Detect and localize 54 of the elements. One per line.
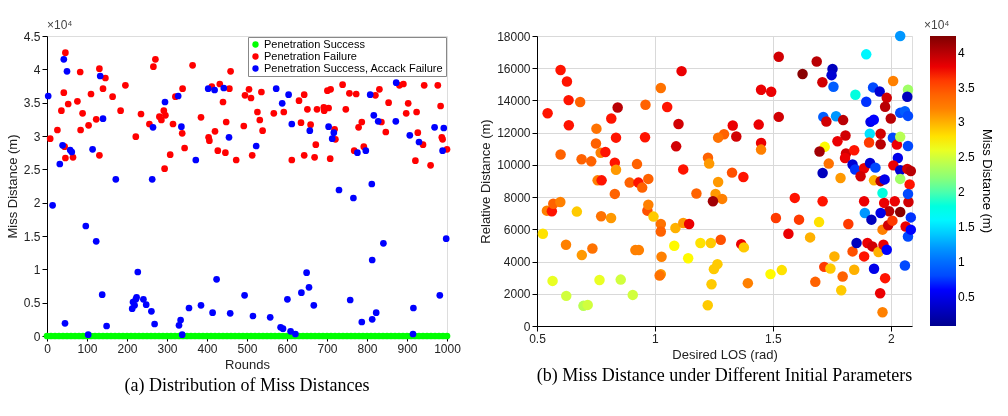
x-tick-label: 2 <box>887 331 895 346</box>
y-tick-label: 10000 <box>497 158 531 173</box>
y-tick-label: 16000 <box>497 61 531 76</box>
legend-label: Penetration Failure <box>264 49 357 62</box>
legend-label: Penetration Success <box>264 37 366 50</box>
y-tick-label: 18000 <box>497 29 531 44</box>
x-tick-label: 300 <box>157 341 178 356</box>
x-tick-label: 0.5 <box>529 331 547 346</box>
x-tick-label: 900 <box>397 341 418 356</box>
x-tick-label: 0 <box>44 341 52 356</box>
x-tick-label: 100 <box>77 341 98 356</box>
y-tick-label: 2 <box>33 196 41 211</box>
color-bar-label: 3.5 <box>958 80 976 95</box>
x-tick-label: 200 <box>117 341 138 356</box>
x-tick-label: 500 <box>237 341 258 356</box>
y-tick-label: 0.5 <box>23 296 41 311</box>
y-tick-label: 4.5 <box>23 29 41 44</box>
text: (b) Miss Distance under Different Initial Parameters <box>536 365 913 386</box>
x-tick-label: 600 <box>277 341 298 356</box>
y-tick-label: 14000 <box>497 93 531 108</box>
x-tick-label: 1000 <box>434 341 462 356</box>
y-tick-label: 0 <box>523 319 531 334</box>
color-bar-label: 3 <box>958 115 965 130</box>
x-tick-label: 700 <box>317 341 338 356</box>
color-bar-label: 1 <box>958 254 965 269</box>
y-tick-label: 8000 <box>503 190 531 205</box>
y-axis-title: Relative Distance (m) <box>478 119 494 244</box>
y-tick-label: 4 <box>33 62 41 77</box>
x-tick-label: 400 <box>197 341 218 356</box>
y-axis-title: Miss Distance (m) <box>4 134 20 239</box>
text: ×10⁴ <box>47 18 73 32</box>
y-tick-label: 1 <box>33 262 41 277</box>
color-bar-label: 2 <box>958 185 965 200</box>
x-tick-label: 1.5 <box>765 331 783 346</box>
y-tick-label: 6000 <box>503 222 531 237</box>
y-tick-label: 1.5 <box>23 229 41 244</box>
y-tick-label: 12000 <box>497 126 531 141</box>
color-bar-label: 0.5 <box>958 289 976 304</box>
y-tick-label: 3 <box>33 129 41 144</box>
color-bar-title: Miss Distance (m) <box>980 128 995 234</box>
text: (a) Distribution of Miss Distances <box>124 375 370 396</box>
y-tick-label: 2000 <box>503 287 531 302</box>
color-bar-label: 4 <box>958 45 965 60</box>
y-tick-label: 3.5 <box>23 96 41 111</box>
color-bar-label: 1.5 <box>958 220 976 235</box>
x-tick-label: 1 <box>652 331 660 346</box>
x-axis-title: Rounds <box>225 356 271 372</box>
color-bar-label: 2.5 <box>958 150 976 165</box>
y-tick-label: 2.5 <box>23 162 41 177</box>
x-axis-title: Desired LOS (rad) <box>672 346 778 362</box>
x-tick-label: 800 <box>357 341 378 356</box>
text: ×10⁴ <box>924 18 950 32</box>
legend-label: Penetration Success, Accack Failure <box>264 61 443 74</box>
y-tick-label: 4000 <box>503 255 531 270</box>
